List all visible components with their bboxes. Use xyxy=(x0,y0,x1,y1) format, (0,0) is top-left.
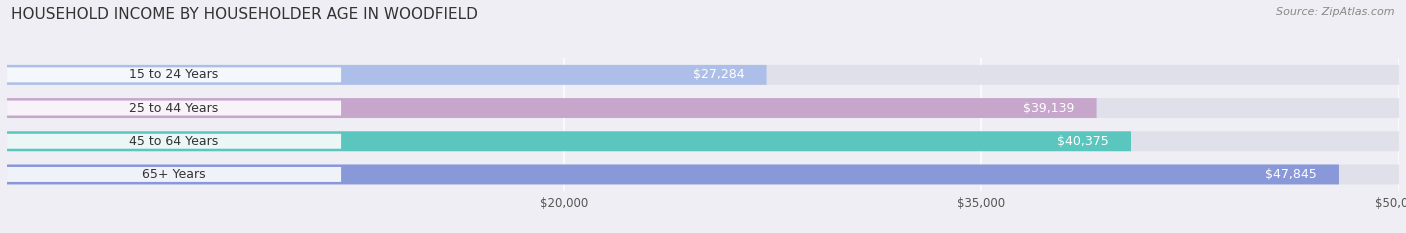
Text: 45 to 64 Years: 45 to 64 Years xyxy=(129,135,219,148)
FancyBboxPatch shape xyxy=(7,65,766,85)
Text: $47,845: $47,845 xyxy=(1265,168,1316,181)
FancyBboxPatch shape xyxy=(7,164,1399,185)
FancyBboxPatch shape xyxy=(7,164,1339,185)
FancyBboxPatch shape xyxy=(7,101,342,116)
FancyBboxPatch shape xyxy=(7,65,1399,85)
FancyBboxPatch shape xyxy=(7,98,1097,118)
Text: 15 to 24 Years: 15 to 24 Years xyxy=(129,68,219,81)
FancyBboxPatch shape xyxy=(7,134,342,149)
Text: $27,284: $27,284 xyxy=(693,68,744,81)
FancyBboxPatch shape xyxy=(7,167,342,182)
Text: 25 to 44 Years: 25 to 44 Years xyxy=(129,102,219,115)
Text: $39,139: $39,139 xyxy=(1024,102,1074,115)
Text: HOUSEHOLD INCOME BY HOUSEHOLDER AGE IN WOODFIELD: HOUSEHOLD INCOME BY HOUSEHOLDER AGE IN W… xyxy=(11,7,478,22)
FancyBboxPatch shape xyxy=(7,67,342,82)
FancyBboxPatch shape xyxy=(7,131,1399,151)
FancyBboxPatch shape xyxy=(7,98,1399,118)
FancyBboxPatch shape xyxy=(7,131,1130,151)
Text: $40,375: $40,375 xyxy=(1057,135,1109,148)
Text: 65+ Years: 65+ Years xyxy=(142,168,205,181)
Text: Source: ZipAtlas.com: Source: ZipAtlas.com xyxy=(1277,7,1395,17)
